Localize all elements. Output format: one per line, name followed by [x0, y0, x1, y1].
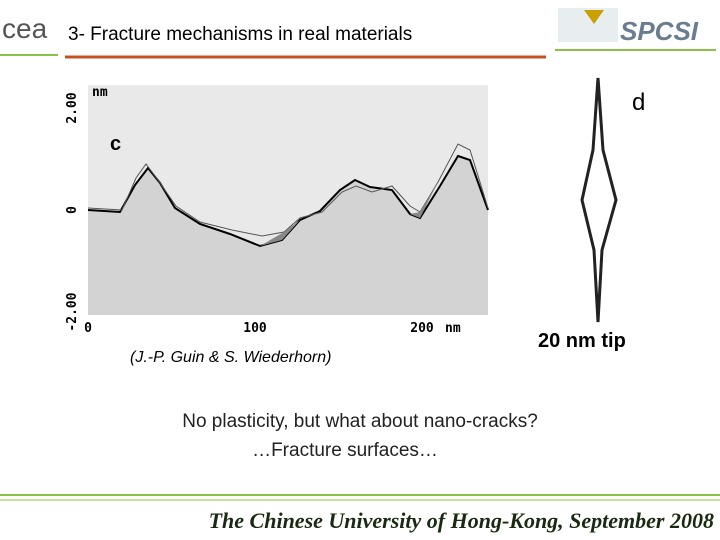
x-tick-label: 100 — [243, 321, 267, 336]
profile-figure: c nm 2.00 0 -2.00 0 100 200 nm — [65, 85, 489, 336]
logo-triangle — [584, 10, 604, 24]
panel-label: d — [632, 89, 645, 116]
y-tick-label: -2.00 — [65, 292, 80, 331]
profile-difference — [260, 182, 438, 246]
y-tick-label: 2.00 — [65, 92, 80, 123]
cea-logo: cea — [2, 13, 48, 44]
profile-area — [88, 156, 488, 315]
tip-caption: 20 nm tip — [538, 330, 626, 352]
y-tick-label: 0 — [65, 206, 80, 214]
footer-text: The Chinese University of Hong-Kong, Sep… — [209, 508, 714, 533]
y-unit: nm — [92, 85, 108, 100]
tip-outline — [580, 77, 618, 323]
body-text: …Fracture surfaces… — [252, 440, 438, 461]
spcsi-text: SPCSI — [620, 16, 699, 46]
x-unit: nm — [445, 321, 461, 336]
x-tick-label: 200 — [410, 321, 434, 336]
x-tick-label: 0 — [84, 321, 92, 336]
panel-label: c — [110, 133, 121, 155]
tip-figure: d 20 nm tip — [538, 77, 645, 352]
body-text: No plasticity, but what about nano-crack… — [182, 411, 538, 432]
credit: (J.-P. Guin & S. Wiederhorn) — [130, 349, 331, 366]
slide-title: 3- Fracture mechanisms in real materials — [68, 24, 412, 45]
spcsi-logo: SPCSI — [555, 8, 716, 51]
